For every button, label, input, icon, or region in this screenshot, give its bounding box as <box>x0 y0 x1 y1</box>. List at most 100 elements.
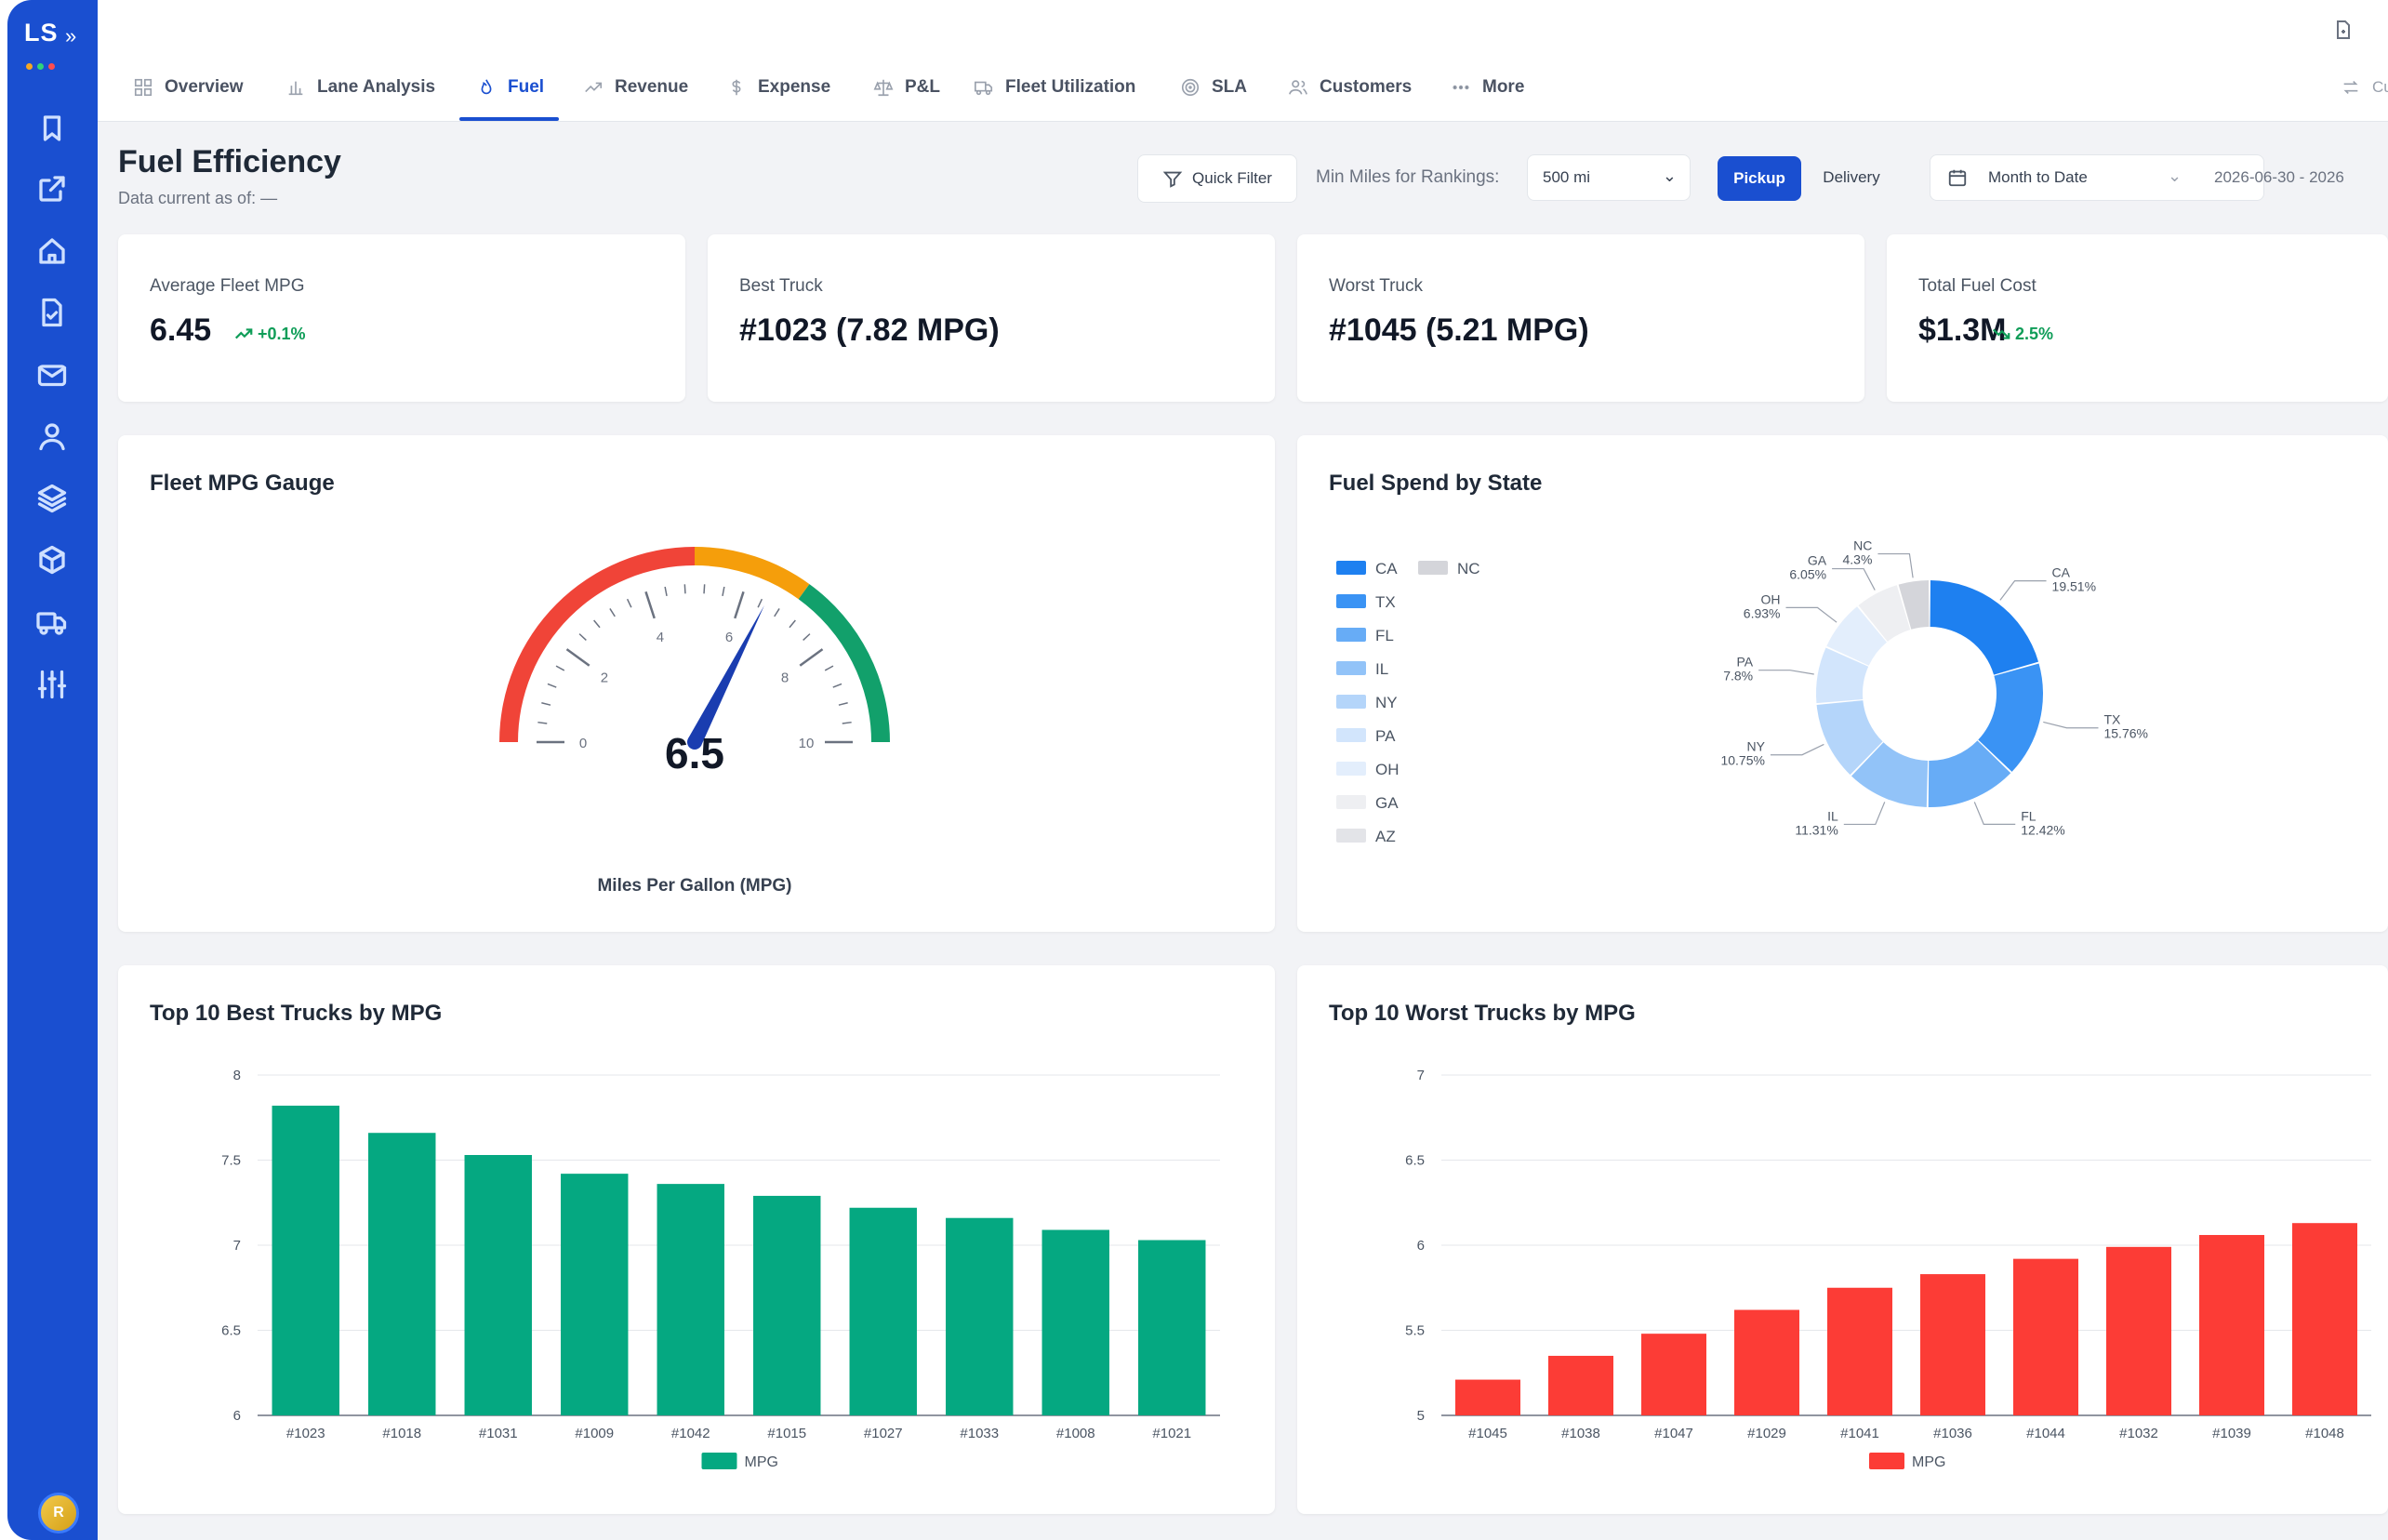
gauge-tick <box>541 701 551 706</box>
legend-label[interactable]: AZ <box>1375 828 1396 845</box>
user-icon[interactable] <box>35 419 69 453</box>
legend-label[interactable]: OH <box>1375 761 1400 778</box>
quick-filter-label: Quick Filter <box>1192 169 1272 187</box>
tab-expense[interactable]: Expense <box>726 54 830 121</box>
pie-label-leader <box>1770 743 1824 756</box>
pie-slice[interactable] <box>1930 580 2039 675</box>
x-tick-label: #1015 <box>767 1426 806 1441</box>
bar[interactable] <box>849 1207 917 1415</box>
gauge-tick-label: 10 <box>799 736 815 751</box>
tab-revenue[interactable]: Revenue <box>583 54 688 121</box>
pie-slice[interactable] <box>1858 585 1911 642</box>
legend-label[interactable]: GA <box>1375 794 1399 812</box>
bar[interactable] <box>2199 1235 2264 1415</box>
legend-label[interactable]: FL <box>1375 627 1394 644</box>
tab-sla[interactable]: SLA <box>1180 54 1247 121</box>
sliders-icon[interactable] <box>35 668 69 701</box>
avatar[interactable]: R <box>38 1493 79 1533</box>
kpi-label: Average Fleet MPG <box>150 276 305 296</box>
bar[interactable] <box>1548 1355 1613 1415</box>
tab-customers[interactable]: Customers <box>1288 54 1412 121</box>
tab-fuel[interactable]: Fuel <box>458 54 560 121</box>
pie-slice[interactable] <box>1816 647 1869 704</box>
bar[interactable] <box>561 1174 629 1415</box>
tab-overview[interactable]: Overview <box>133 54 244 121</box>
tab-partial-right[interactable]: Cu <box>2341 54 2388 121</box>
pie-slice[interactable] <box>1898 580 1930 630</box>
legend-label[interactable]: MPG <box>745 1454 778 1470</box>
top-bar <box>98 0 2388 55</box>
bar[interactable] <box>1138 1240 1206 1415</box>
pie-slice[interactable] <box>1928 740 2011 807</box>
export-document-icon[interactable] <box>2332 19 2355 41</box>
bar[interactable] <box>1920 1274 1985 1415</box>
bar[interactable] <box>1827 1287 1892 1415</box>
tab-lane-analysis[interactable]: Lane Analysis <box>285 54 435 121</box>
bar[interactable] <box>657 1184 724 1415</box>
gauge-chart: 0 2 4 6 8 10 6.5 Miles Per Gallon (MPG) <box>499 547 890 896</box>
pickup-toggle[interactable]: Pickup <box>1718 156 1801 201</box>
tab-more[interactable]: More <box>1451 54 1524 121</box>
date-range[interactable]: 2026-06-30 - 2026 <box>2214 168 2344 186</box>
swap-icon <box>2343 80 2358 95</box>
legend-label[interactable]: MPG <box>1912 1454 1945 1470</box>
legend-label[interactable]: CA <box>1375 560 1398 578</box>
legend-label[interactable]: IL <box>1375 660 1388 678</box>
gauge-tick <box>644 591 656 619</box>
bar[interactable] <box>1734 1309 1799 1415</box>
mail-icon[interactable] <box>35 358 69 392</box>
min-miles-select[interactable]: 500 mi ⌄ <box>1527 154 1691 201</box>
x-tick-label: #1032 <box>2119 1426 2158 1441</box>
legend-label[interactable]: NY <box>1375 694 1398 711</box>
bar[interactable] <box>368 1133 436 1415</box>
external-link-icon[interactable] <box>35 172 69 206</box>
document-check-icon[interactable] <box>35 296 69 329</box>
truck-icon <box>975 81 993 96</box>
gauge-tick <box>683 584 686 594</box>
kpi-label: Total Fuel Cost <box>1918 276 2036 296</box>
quick-filter-button[interactable]: Quick Filter <box>1137 154 1297 203</box>
x-tick-label: #1048 <box>2305 1426 2344 1441</box>
home-icon[interactable] <box>35 234 69 268</box>
pie-slice[interactable] <box>1826 606 1887 666</box>
bookmark-icon[interactable] <box>35 112 69 145</box>
bar[interactable] <box>2106 1246 2171 1415</box>
tab-fleet-utilization[interactable]: Fleet Utilization <box>974 54 1135 121</box>
bar[interactable] <box>2292 1223 2357 1415</box>
logo-dot <box>37 63 44 70</box>
truck-icon[interactable] <box>35 605 69 639</box>
period-select[interactable]: Month to Date ⌄ 2026-06-30 - 2026 <box>1930 154 2344 201</box>
pie-slice[interactable] <box>1816 700 1883 776</box>
layers-icon[interactable] <box>35 482 69 515</box>
x-tick-label: #1031 <box>479 1426 518 1441</box>
pie-slice-label: FL <box>2021 808 2036 823</box>
legend-label[interactable]: PA <box>1375 727 1396 745</box>
y-tick-label: 6 <box>233 1408 241 1424</box>
bar[interactable] <box>272 1105 339 1415</box>
bar[interactable] <box>753 1195 821 1415</box>
pie-slice-label: 12.42% <box>2021 822 2064 837</box>
bar[interactable] <box>2013 1258 2078 1415</box>
gauge-tick <box>722 586 725 596</box>
expand-sidebar-icon[interactable]: » <box>65 24 77 47</box>
bar[interactable] <box>946 1217 1014 1415</box>
pie-slice[interactable] <box>1978 663 2043 772</box>
bar[interactable] <box>1641 1334 1706 1415</box>
pie-slice[interactable] <box>1851 742 1929 807</box>
bar[interactable] <box>1455 1379 1520 1415</box>
tab-pl[interactable]: P&L <box>873 54 940 121</box>
x-tick-label: #1009 <box>575 1426 614 1441</box>
legend-label[interactable]: NC <box>1457 560 1480 578</box>
y-tick-label: 7 <box>233 1238 241 1254</box>
chevron-down-icon: ⌄ <box>1662 166 1677 185</box>
tab-label: Revenue <box>615 77 689 97</box>
pie-label-leader <box>2043 721 2099 729</box>
app-logo[interactable]: LS <box>24 19 59 46</box>
package-icon[interactable] <box>35 543 69 577</box>
bar[interactable] <box>464 1155 532 1415</box>
x-tick-label: #1021 <box>1152 1426 1191 1441</box>
legend-label[interactable]: TX <box>1375 593 1396 611</box>
delivery-toggle[interactable]: Delivery <box>1823 168 1880 186</box>
bar[interactable] <box>1041 1229 1109 1415</box>
